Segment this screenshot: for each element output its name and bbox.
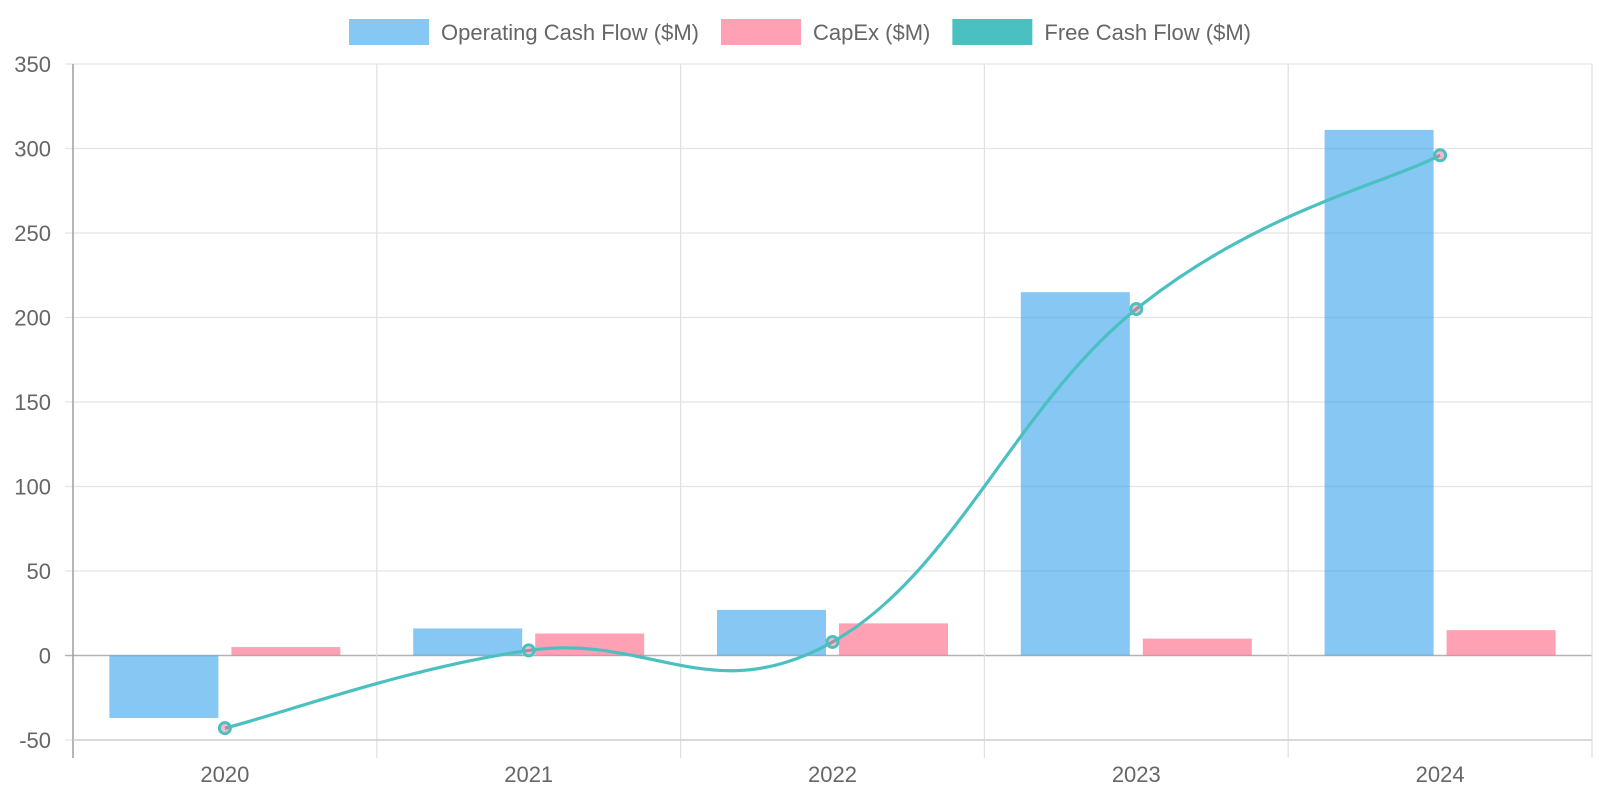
free-cash-flow-path	[224, 153, 1441, 730]
capex-bar	[1446, 630, 1556, 656]
free-cash-flow-point	[825, 634, 840, 649]
free-cash-flow-point	[1129, 302, 1144, 317]
capex-bar	[231, 647, 341, 656]
legend-swatch	[721, 19, 802, 45]
x-tick-label: 2024	[1416, 762, 1465, 787]
y-tick-label: 150	[14, 390, 51, 415]
free-cash-flow-line	[217, 148, 1448, 736]
legend-label: CapEx ($M)	[813, 20, 930, 45]
y-tick-label: 350	[14, 52, 51, 77]
axis-labels: -50 0 50 100 150 200 250 300 350 2020 2021 2022 2023…	[14, 52, 1464, 787]
y-tick-label: 200	[14, 306, 51, 331]
x-tick-label: 2023	[1112, 762, 1161, 787]
capex-bar	[535, 633, 645, 656]
operating-cash-flow-bar	[109, 655, 219, 719]
y-tick-label: 100	[14, 475, 51, 500]
free-cash-flow-point	[1433, 148, 1448, 163]
legend-swatch	[349, 19, 430, 45]
x-tick-label: 2021	[504, 762, 553, 787]
y-tick-label: 50	[27, 559, 51, 584]
y-tick-label: 250	[14, 221, 51, 246]
legend: Operating Cash Flow ($M) CapEx ($M) Free C…	[349, 19, 1251, 45]
y-tick-label: 300	[14, 137, 51, 162]
grid	[65, 63, 1593, 758]
operating-cash-flow-bar	[413, 628, 523, 656]
operating-cash-flow-bar	[1324, 129, 1434, 656]
axes	[72, 64, 1592, 758]
capex-bar	[1142, 638, 1252, 656]
free-cash-flow-point	[521, 643, 536, 658]
bars	[109, 129, 1556, 719]
x-tick-label: 2020	[200, 762, 249, 787]
legend-label: Free Cash Flow ($M)	[1044, 20, 1251, 45]
operating-cash-flow-bar	[717, 609, 826, 656]
capex-bar	[839, 623, 948, 656]
y-tick-label: -50	[19, 728, 51, 753]
operating-cash-flow-bar	[1020, 292, 1130, 656]
legend-swatch	[952, 19, 1033, 45]
legend-label: Operating Cash Flow ($M)	[441, 20, 699, 45]
x-tick-label: 2022	[808, 762, 857, 787]
free-cash-flow-point	[217, 721, 232, 736]
y-tick-label: 0	[39, 644, 51, 669]
